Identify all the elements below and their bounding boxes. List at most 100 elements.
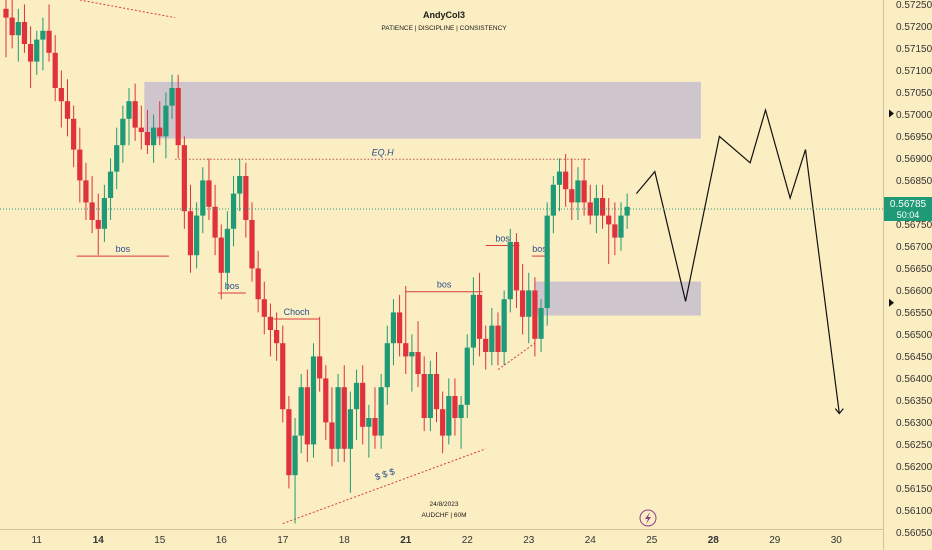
y-tick-label: 0.56400: [896, 374, 932, 385]
candle-body: [249, 220, 255, 269]
candle-body: [58, 88, 64, 102]
candle-body: [335, 387, 341, 449]
candle-body: [353, 382, 360, 410]
candle-body: [120, 118, 126, 146]
y-tick-label: 0.56300: [896, 418, 932, 429]
candle-body: [286, 409, 292, 476]
y-tick-label: 0.56450: [896, 352, 932, 363]
candle-body: [452, 396, 458, 418]
y-tick-label: 0.56350: [896, 396, 932, 407]
candle-body: [194, 215, 200, 256]
structure-level-label: bos: [532, 244, 547, 254]
candle-body: [243, 176, 249, 220]
candle-body: [489, 325, 495, 352]
candle-body: [71, 118, 77, 150]
candle-body: [501, 299, 507, 352]
candle-body: [507, 242, 513, 300]
candle-body: [27, 44, 34, 62]
candle-body: [415, 352, 421, 374]
candle-body: [101, 198, 108, 229]
supply-demand-zone: [534, 281, 701, 316]
candle-body: [157, 127, 163, 137]
candle-body: [206, 180, 212, 207]
candle-body: [138, 127, 144, 132]
candle-body: [83, 180, 89, 203]
x-tick-label: 25: [646, 535, 658, 546]
x-tick-label: 21: [400, 535, 412, 546]
candle-body: [317, 356, 323, 379]
candle-body: [440, 409, 446, 436]
candle-body: [476, 294, 483, 339]
y-axis-ticks: 0.57250 0.57200 0.57150 0.57100 0.57050 0.570…: [896, 0, 932, 539]
candle-body: [593, 198, 600, 216]
y-tick-label: 0.56900: [896, 154, 932, 165]
x-tick-label: 15: [154, 535, 166, 546]
candle-body: [200, 180, 206, 216]
price-label-background: [884, 197, 932, 221]
y-tick-label: 0.56250: [896, 440, 932, 451]
candle-body: [372, 418, 378, 436]
candle-body: [298, 387, 304, 436]
candle-body: [396, 312, 403, 344]
candle-body: [513, 242, 520, 291]
candle-body: [304, 387, 310, 445]
x-tick-label: 30: [831, 535, 843, 546]
lightning-icon[interactable]: [639, 509, 657, 527]
candle-body: [341, 387, 347, 449]
candle-body: [280, 343, 286, 410]
candle-body: [218, 237, 224, 273]
y-tick-label: 0.56550: [896, 308, 932, 319]
chart-subtitle: PATIENCE | DISCIPLINE | CONSISTENCY: [381, 25, 507, 32]
candle-body: [458, 404, 464, 418]
projection-arrowhead: [834, 408, 844, 415]
x-tick-label: 28: [708, 535, 720, 546]
candle-body: [569, 189, 575, 203]
candle-body: [384, 343, 390, 388]
candle-body: [483, 338, 489, 352]
y-tick-label: 0.56600: [896, 286, 932, 297]
candle-body: [532, 290, 538, 339]
y-tick-label: 0.57250: [896, 0, 932, 11]
candle-body: [581, 180, 587, 203]
candle-body: [292, 435, 298, 476]
candle-body: [77, 149, 83, 181]
x-tick-label: 16: [216, 535, 228, 546]
axis-arrow-marker: [889, 109, 894, 118]
candle-body: [323, 378, 329, 423]
candle-body: [64, 101, 71, 119]
candle-body: [144, 132, 151, 146]
supply-demand-zone: [144, 81, 701, 139]
current-price-label: 0.56785: [890, 199, 927, 210]
structure-level-label: EQ.H: [372, 147, 395, 157]
candle-body: [163, 105, 169, 137]
liquidity-trendline: [282, 448, 486, 525]
x-axis-ticks: 11 14 15 16 17 18 21 22 23 24 25 28 29 30: [32, 535, 843, 546]
footer-date: 24/8/2023: [430, 501, 459, 508]
supply-demand-zones: [144, 81, 701, 316]
y-tick-label: 0.57000: [896, 110, 932, 121]
price-label-box: 0.56785 50:04: [884, 197, 932, 221]
candle-body: [329, 422, 335, 449]
y-tick-label: 0.56700: [896, 242, 932, 253]
candle-body: [224, 228, 231, 273]
y-tick-label: 0.57050: [896, 88, 932, 99]
candle-body: [21, 22, 28, 44]
y-tick-label: 0.56650: [896, 264, 932, 275]
x-tick-label: 11: [32, 535, 43, 546]
candle-body: [15, 22, 21, 36]
candle-body: [624, 206, 630, 216]
structure-level-label: bos: [437, 280, 452, 290]
candle-body: [230, 193, 237, 229]
structure-level-label: bos: [225, 281, 240, 291]
x-tick-label: 18: [339, 535, 351, 546]
structure-level-label: Choch: [284, 307, 310, 317]
chart-title: AndyCol3: [423, 10, 465, 20]
candle-body: [519, 290, 526, 317]
candle-body: [378, 387, 384, 436]
axis-alert-markers: [889, 109, 894, 307]
candle-body: [169, 88, 175, 106]
candle-body: [495, 325, 501, 352]
candle-body: [366, 418, 372, 427]
projection-line: [635, 107, 840, 414]
